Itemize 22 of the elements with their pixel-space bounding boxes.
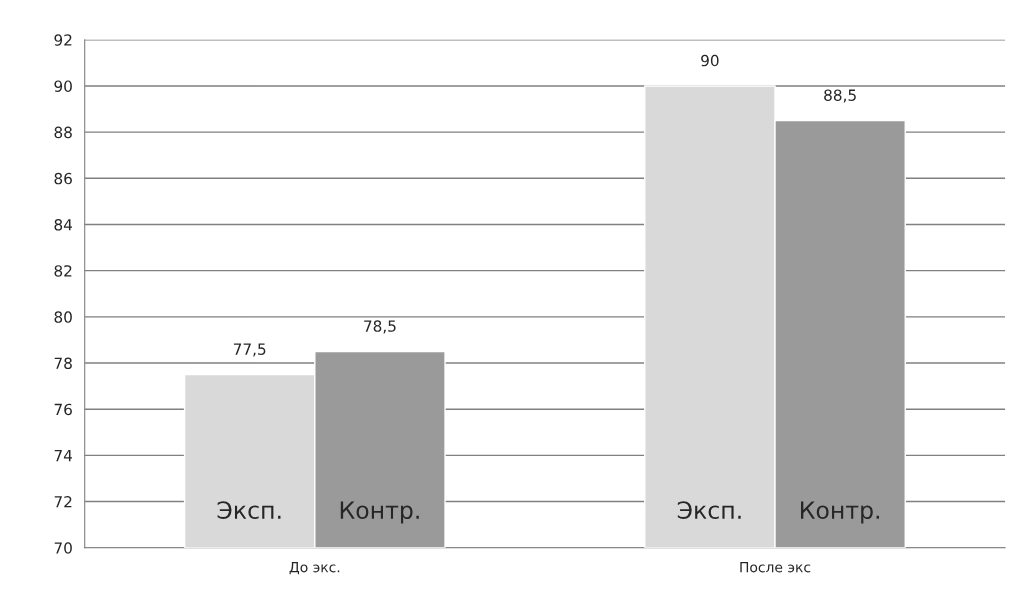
y-tick-label: 76 bbox=[54, 403, 72, 416]
text: Контр. bbox=[801, 501, 880, 524]
y-tick-label: 86 bbox=[54, 172, 72, 185]
x-tick-label: До экс. bbox=[289, 562, 340, 575]
text: Эксп. bbox=[677, 501, 741, 520]
data-label: 90 bbox=[701, 54, 719, 67]
y-tick-label: 84 bbox=[54, 218, 73, 231]
y-tick-label: 88 bbox=[54, 126, 72, 139]
y-tick-label: 74 bbox=[54, 450, 73, 462]
series-label: Эксп. bbox=[217, 501, 281, 520]
y-tick-label: 80 bbox=[54, 311, 72, 323]
data-label: 77,5 bbox=[233, 343, 266, 357]
y-tick-label: 90 bbox=[54, 80, 72, 92]
x-tick-label: После экс bbox=[740, 562, 811, 573]
y-tick-label: 72 bbox=[54, 496, 72, 508]
series-label: Контр. bbox=[340, 501, 419, 524]
y-tick-label: 92 bbox=[54, 34, 72, 46]
data-label: 88,5 bbox=[824, 89, 856, 103]
y-tick-label: 78 bbox=[54, 357, 72, 370]
data-label: 78,5 bbox=[364, 320, 396, 334]
y-tick-label: 82 bbox=[54, 265, 72, 277]
y-tick-label: 70 bbox=[54, 542, 72, 554]
